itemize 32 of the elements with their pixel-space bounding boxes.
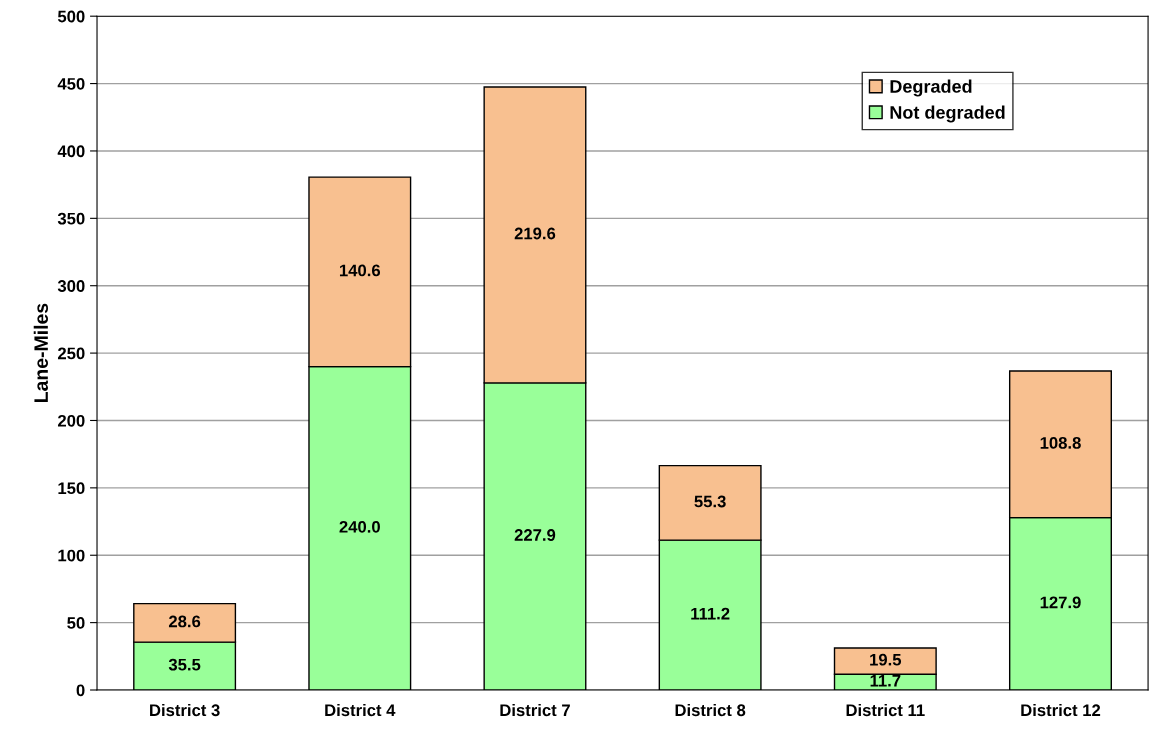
y-tick-label: 150: [58, 482, 85, 495]
data-label: 108.8: [1040, 437, 1081, 449]
data-label: 28.6: [168, 615, 201, 628]
legend-label: Degraded: [890, 79, 972, 97]
x-tick-label: District 3: [150, 703, 220, 717]
y-tick-label: 0: [76, 684, 85, 697]
x-tick-label: District 12: [1021, 703, 1101, 717]
x-tick-label: District 8: [675, 703, 746, 717]
y-tick-label: 500: [57, 10, 85, 23]
y-tick-label: 400: [57, 145, 85, 158]
y-tick-label: 50: [67, 617, 85, 629]
data-label: 127.9: [1040, 596, 1081, 609]
data-label: 55.3: [694, 495, 726, 508]
y-axis-title: Lane-Miles: [33, 303, 49, 403]
x-tick-label: District 11: [846, 703, 925, 717]
y-tick-label: 300: [57, 280, 85, 292]
y-tick-label: 200: [57, 414, 85, 427]
data-label: 11.7: [870, 674, 901, 687]
legend-label: Not degraded: [890, 105, 1005, 123]
data-label: 111.2: [691, 607, 730, 620]
x-tick-label: District 4: [325, 703, 396, 717]
data-label: 227.9: [514, 529, 556, 541]
data-label: 35.5: [168, 658, 201, 671]
data-label: 140.6: [339, 264, 381, 277]
data-label: 240.0: [339, 520, 380, 533]
y-tick-label: 250: [57, 347, 85, 360]
x-tick-label: District 7: [500, 703, 570, 717]
y-tick-label: 350: [57, 212, 85, 225]
y-tick-label: 100: [58, 549, 85, 562]
data-label: 19.5: [870, 653, 902, 666]
y-tick-label: 450: [57, 77, 85, 90]
data-label: 219.6: [514, 227, 556, 240]
